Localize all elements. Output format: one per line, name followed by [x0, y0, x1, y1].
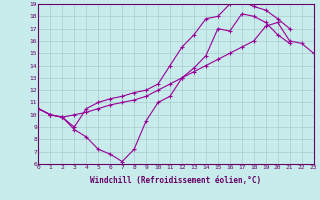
X-axis label: Windchill (Refroidissement éolien,°C): Windchill (Refroidissement éolien,°C) [91, 176, 261, 185]
